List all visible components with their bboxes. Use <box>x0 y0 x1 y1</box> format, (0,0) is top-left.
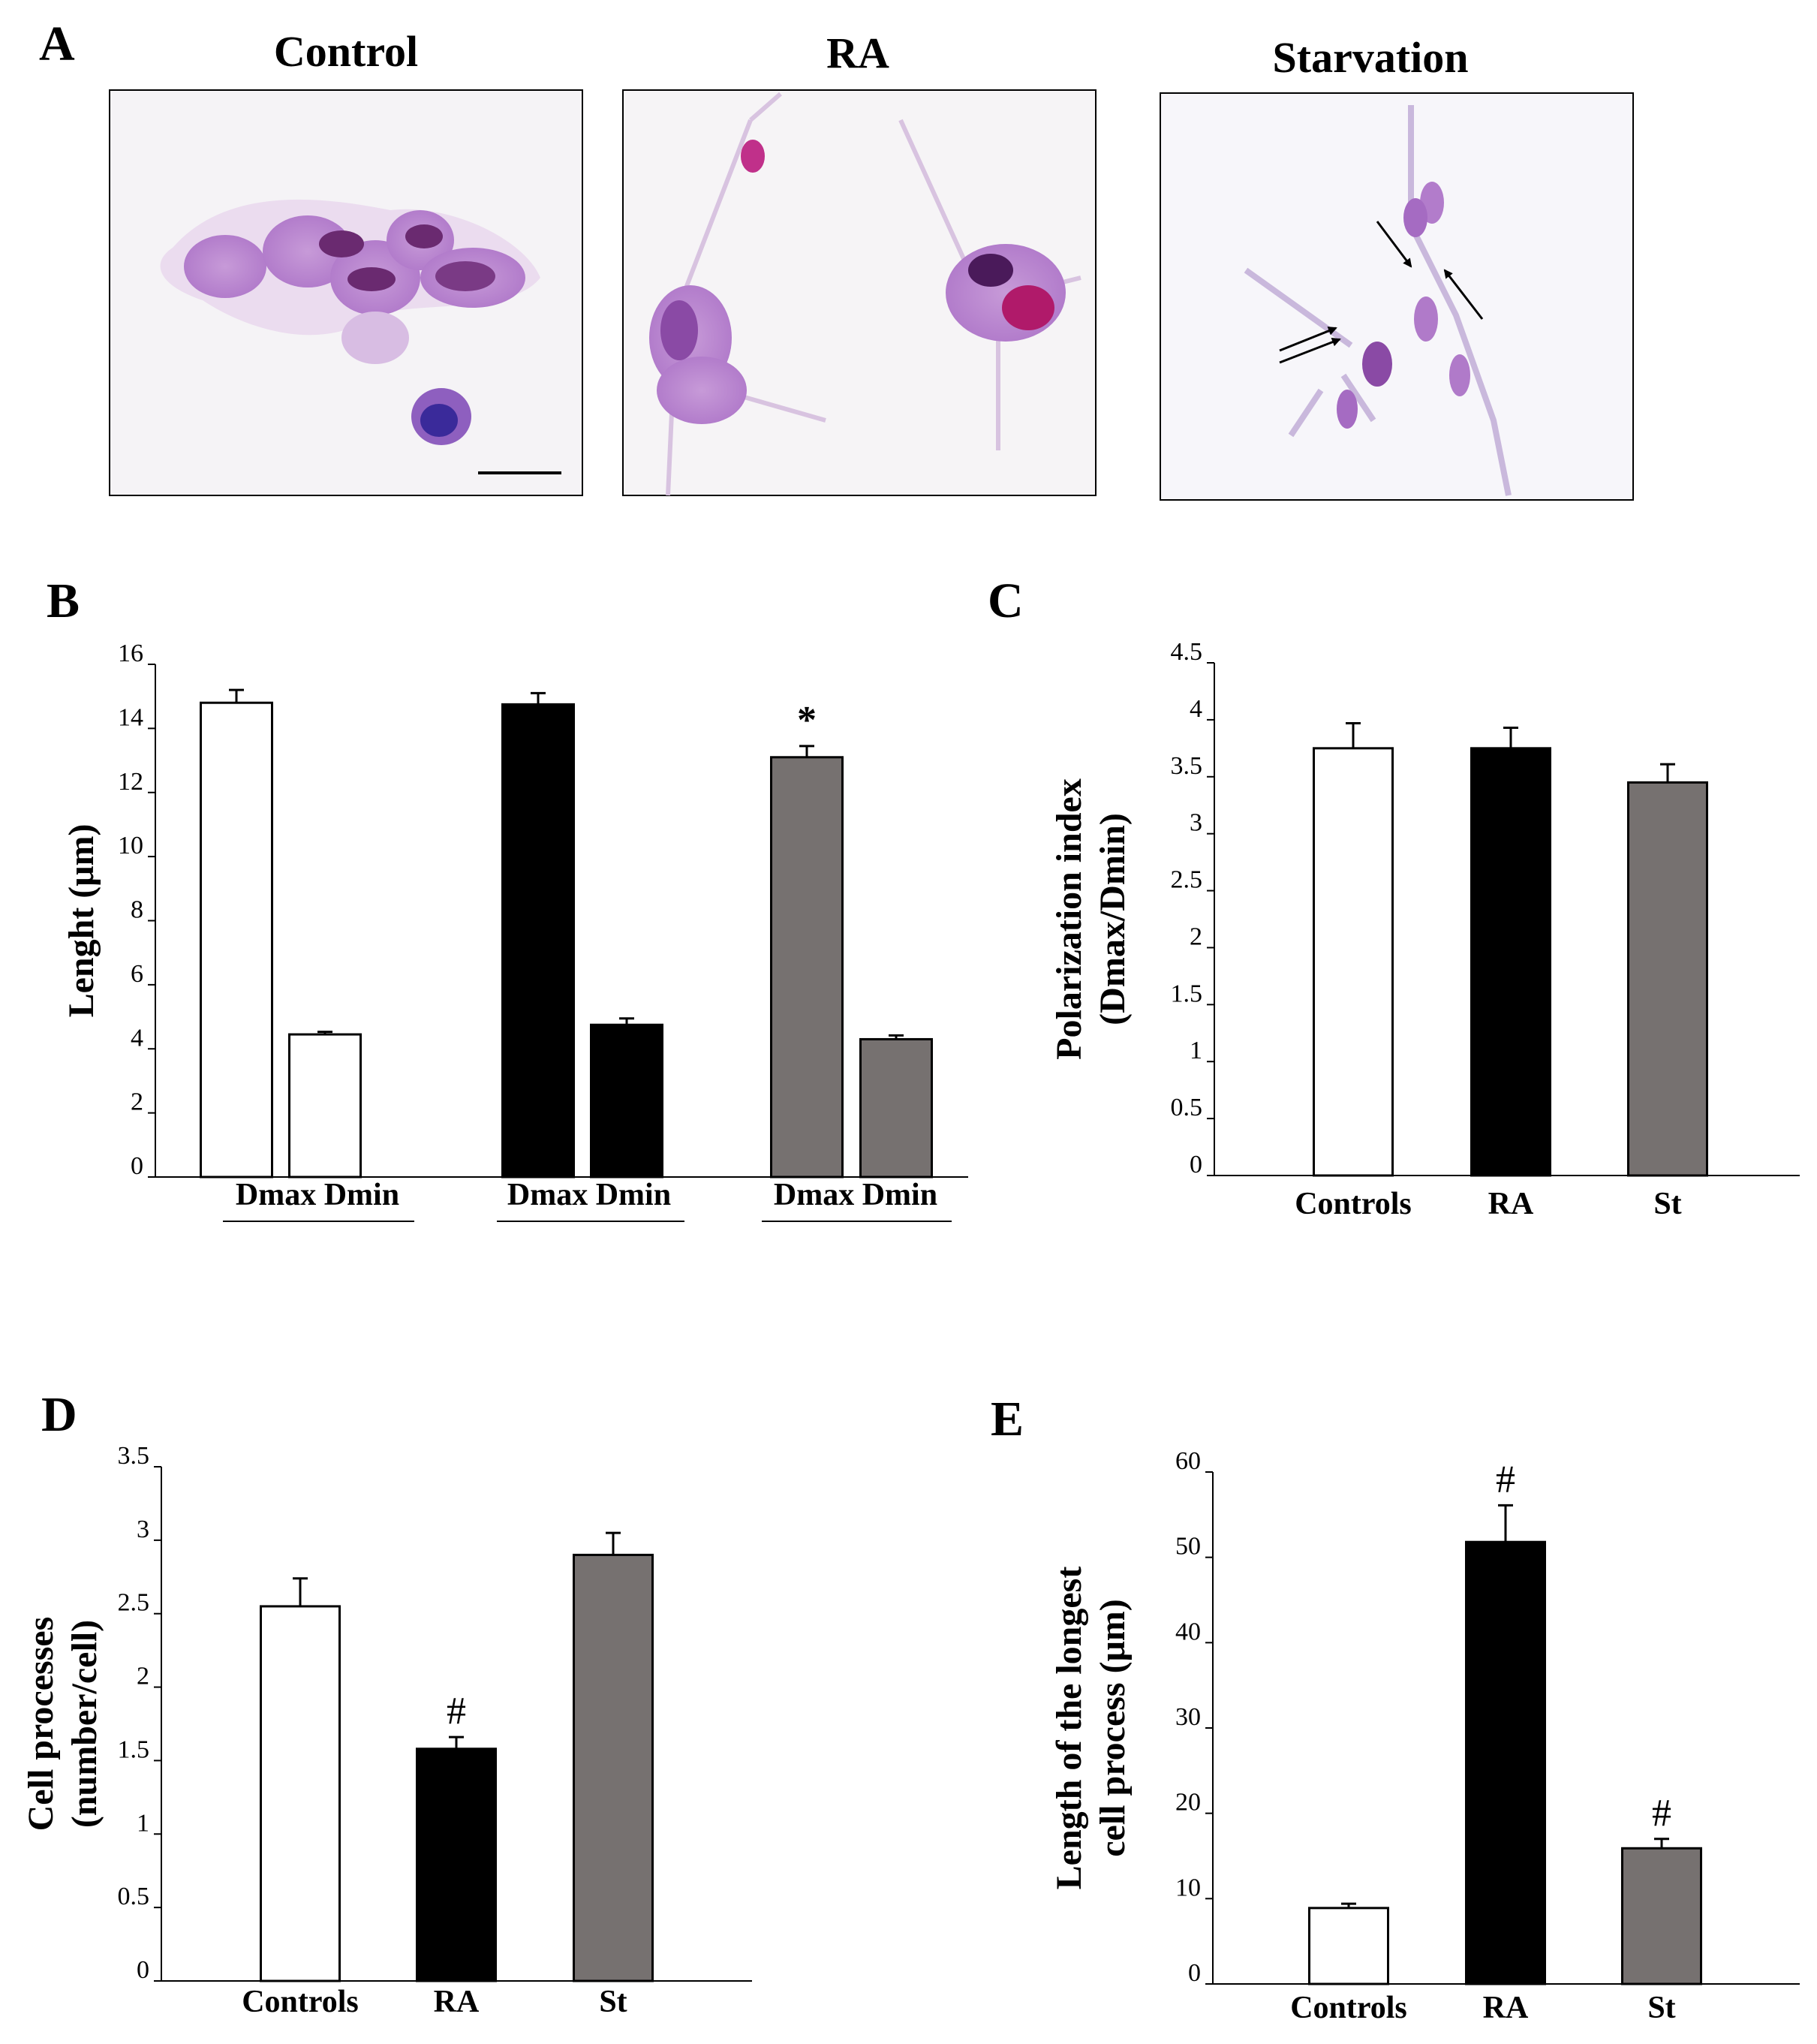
bar <box>573 1553 654 1982</box>
y-tick-label: 16 <box>118 640 143 667</box>
bar <box>1621 1847 1702 1985</box>
group-label: Dmax Dmin <box>774 1178 937 1212</box>
bar <box>260 1605 341 1982</box>
y-axis-label: Lenght (μm) <box>62 824 101 1018</box>
category-label: St <box>1653 1187 1681 1221</box>
chart-c: 0 0.5 1 1.5 2 2.5 3 3.5 4 4.5 Polarization index (D… <box>1049 638 1800 1221</box>
significance-marker: # <box>447 1690 466 1732</box>
y-tick-label: 12 <box>118 768 143 796</box>
y-tick-label: 3.5 <box>1171 752 1203 780</box>
bar <box>859 1037 933 1179</box>
micrograph-starvation <box>1160 92 1634 501</box>
y-tick-label: 1 <box>1190 1037 1202 1064</box>
panel-letter-c: C <box>988 573 1024 628</box>
bar <box>288 1033 362 1179</box>
y-tick-label: 2 <box>1190 923 1202 950</box>
y-tick-label: 4 <box>1190 695 1202 723</box>
bar <box>501 703 575 1179</box>
significance-marker: * <box>797 699 817 742</box>
y-tick-label: 3 <box>1190 809 1202 837</box>
image-title-starvation: Starvation <box>1273 33 1469 82</box>
y-tick-label: 50 <box>1175 1533 1201 1561</box>
chart-d: 0 0.5 1 1.5 2 2.5 3 3.5 Cell processes (number/ce… <box>21 1442 752 2019</box>
bar <box>1465 1540 1546 1985</box>
y-tick-label: 2 <box>131 1088 143 1116</box>
bar <box>590 1023 663 1179</box>
significance-marker: # <box>1652 1792 1671 1835</box>
category-label: Controls <box>242 1985 359 2019</box>
y-axis-label-line: Cell processes <box>21 1617 61 1832</box>
y-tick-label: 0 <box>137 1956 149 1984</box>
y-tick-label: 20 <box>1175 1789 1201 1817</box>
group-label: Dmax Dmin <box>236 1178 399 1212</box>
panel-letter-b: B <box>47 573 80 628</box>
y-tick-label: 14 <box>118 703 143 731</box>
y-tick-label: 1.5 <box>118 1735 150 1763</box>
bar <box>770 756 844 1179</box>
image-title-control: Control <box>274 27 418 76</box>
y-tick-label: 0 <box>1188 1959 1201 1987</box>
bar <box>1313 747 1394 1177</box>
y-tick-label: 30 <box>1175 1703 1201 1731</box>
y-tick-label: 4 <box>131 1024 143 1052</box>
y-tick-label: 10 <box>1175 1874 1201 1901</box>
chart-b: 0 2 4 6 8 10 12 14 16 Lenght (μm) * Dmax Dmin Dmax D… <box>62 640 968 1222</box>
significance-marker: # <box>1496 1458 1515 1501</box>
panel-letter-e: E <box>991 1392 1024 1446</box>
y-tick-label: 6 <box>131 960 143 988</box>
bar <box>1308 1907 1389 1985</box>
category-label: Controls <box>1290 1991 1407 2025</box>
chart-e: 0 10 20 30 40 50 60 Length of the longest cell p… <box>1049 1447 1800 2025</box>
y-tick-label: 1.5 <box>1171 980 1203 1007</box>
y-tick-label: 0 <box>131 1152 143 1180</box>
category-label: RA <box>1483 1991 1529 2025</box>
y-tick-label: 3.5 <box>118 1442 150 1470</box>
category-label: St <box>599 1985 627 2019</box>
y-axis-label-line: Polarization index <box>1049 778 1089 1060</box>
y-tick-label: 2.5 <box>1171 866 1203 894</box>
bar <box>416 1747 497 1982</box>
category-label: St <box>1647 1991 1675 2025</box>
y-tick-label: 40 <box>1175 1618 1201 1645</box>
y-tick-label: 8 <box>131 896 143 924</box>
image-title-ra: RA <box>826 29 889 77</box>
y-axis-label-line: cell process (μm) <box>1093 1599 1133 1857</box>
y-tick-label: 2.5 <box>118 1589 150 1617</box>
y-tick-label: 1 <box>137 1809 149 1837</box>
y-tick-label: 0.5 <box>118 1883 150 1910</box>
y-tick-label: 3 <box>137 1516 149 1543</box>
category-label: Controls <box>1295 1187 1412 1221</box>
category-label: RA <box>1488 1187 1534 1221</box>
y-tick-label: 60 <box>1175 1447 1201 1475</box>
bar <box>1627 781 1708 1177</box>
panel-letter-d: D <box>41 1387 77 1442</box>
panel-letter-a: A <box>39 17 75 71</box>
micrograph-control <box>109 89 583 496</box>
micrograph-ra <box>622 89 1097 496</box>
bar <box>200 701 273 1179</box>
y-axis-label-line: (Dmax/Dmin) <box>1093 813 1133 1025</box>
y-tick-label: 4.5 <box>1171 638 1203 666</box>
y-tick-label: 0.5 <box>1171 1094 1203 1121</box>
group-label: Dmax Dmin <box>507 1178 671 1212</box>
y-tick-label: 10 <box>118 832 143 859</box>
y-axis-label-line: Length of the longest <box>1049 1567 1089 1890</box>
y-axis-label-line: (number/cell) <box>65 1620 104 1828</box>
y-tick-label: 0 <box>1190 1151 1202 1179</box>
y-tick-label: 2 <box>137 1663 149 1690</box>
bar <box>1470 747 1551 1177</box>
category-label: RA <box>434 1985 480 2019</box>
